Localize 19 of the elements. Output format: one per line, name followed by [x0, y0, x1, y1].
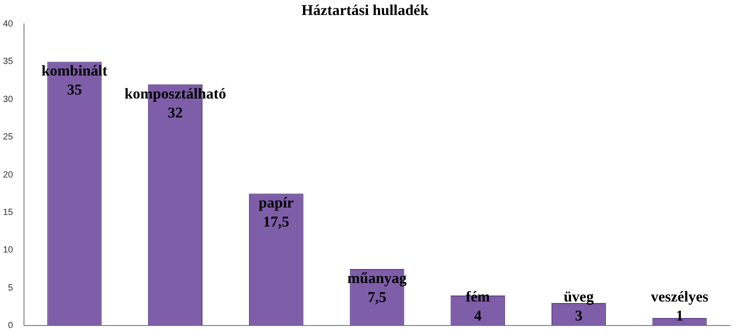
chart-title: Háztartási hulladék [301, 2, 430, 19]
y-tick-label: 0 [8, 320, 14, 330]
data-label: 3 [574, 308, 582, 325]
x-tick-label: üveg [564, 290, 594, 306]
data-label: 32 [168, 105, 183, 122]
data-label: 35 [66, 82, 82, 99]
data-label: 17,5 [263, 214, 290, 231]
y-tick-label: 5 [8, 282, 14, 292]
y-tick-label: 25 [2, 132, 14, 142]
x-tick-label: papír [258, 196, 294, 212]
y-tick-label: 20 [2, 169, 14, 180]
data-label: 7,5 [368, 290, 386, 306]
x-tick-label: veszélyes [650, 290, 708, 306]
y-tick-label: 35 [2, 56, 14, 66]
data-label: 4 [474, 308, 482, 325]
y-tick-label: 30 [2, 94, 14, 104]
y-tick-label: 40 [2, 18, 14, 28]
y-tick-label: 10 [2, 244, 14, 255]
y-tick-label: 15 [2, 206, 14, 217]
